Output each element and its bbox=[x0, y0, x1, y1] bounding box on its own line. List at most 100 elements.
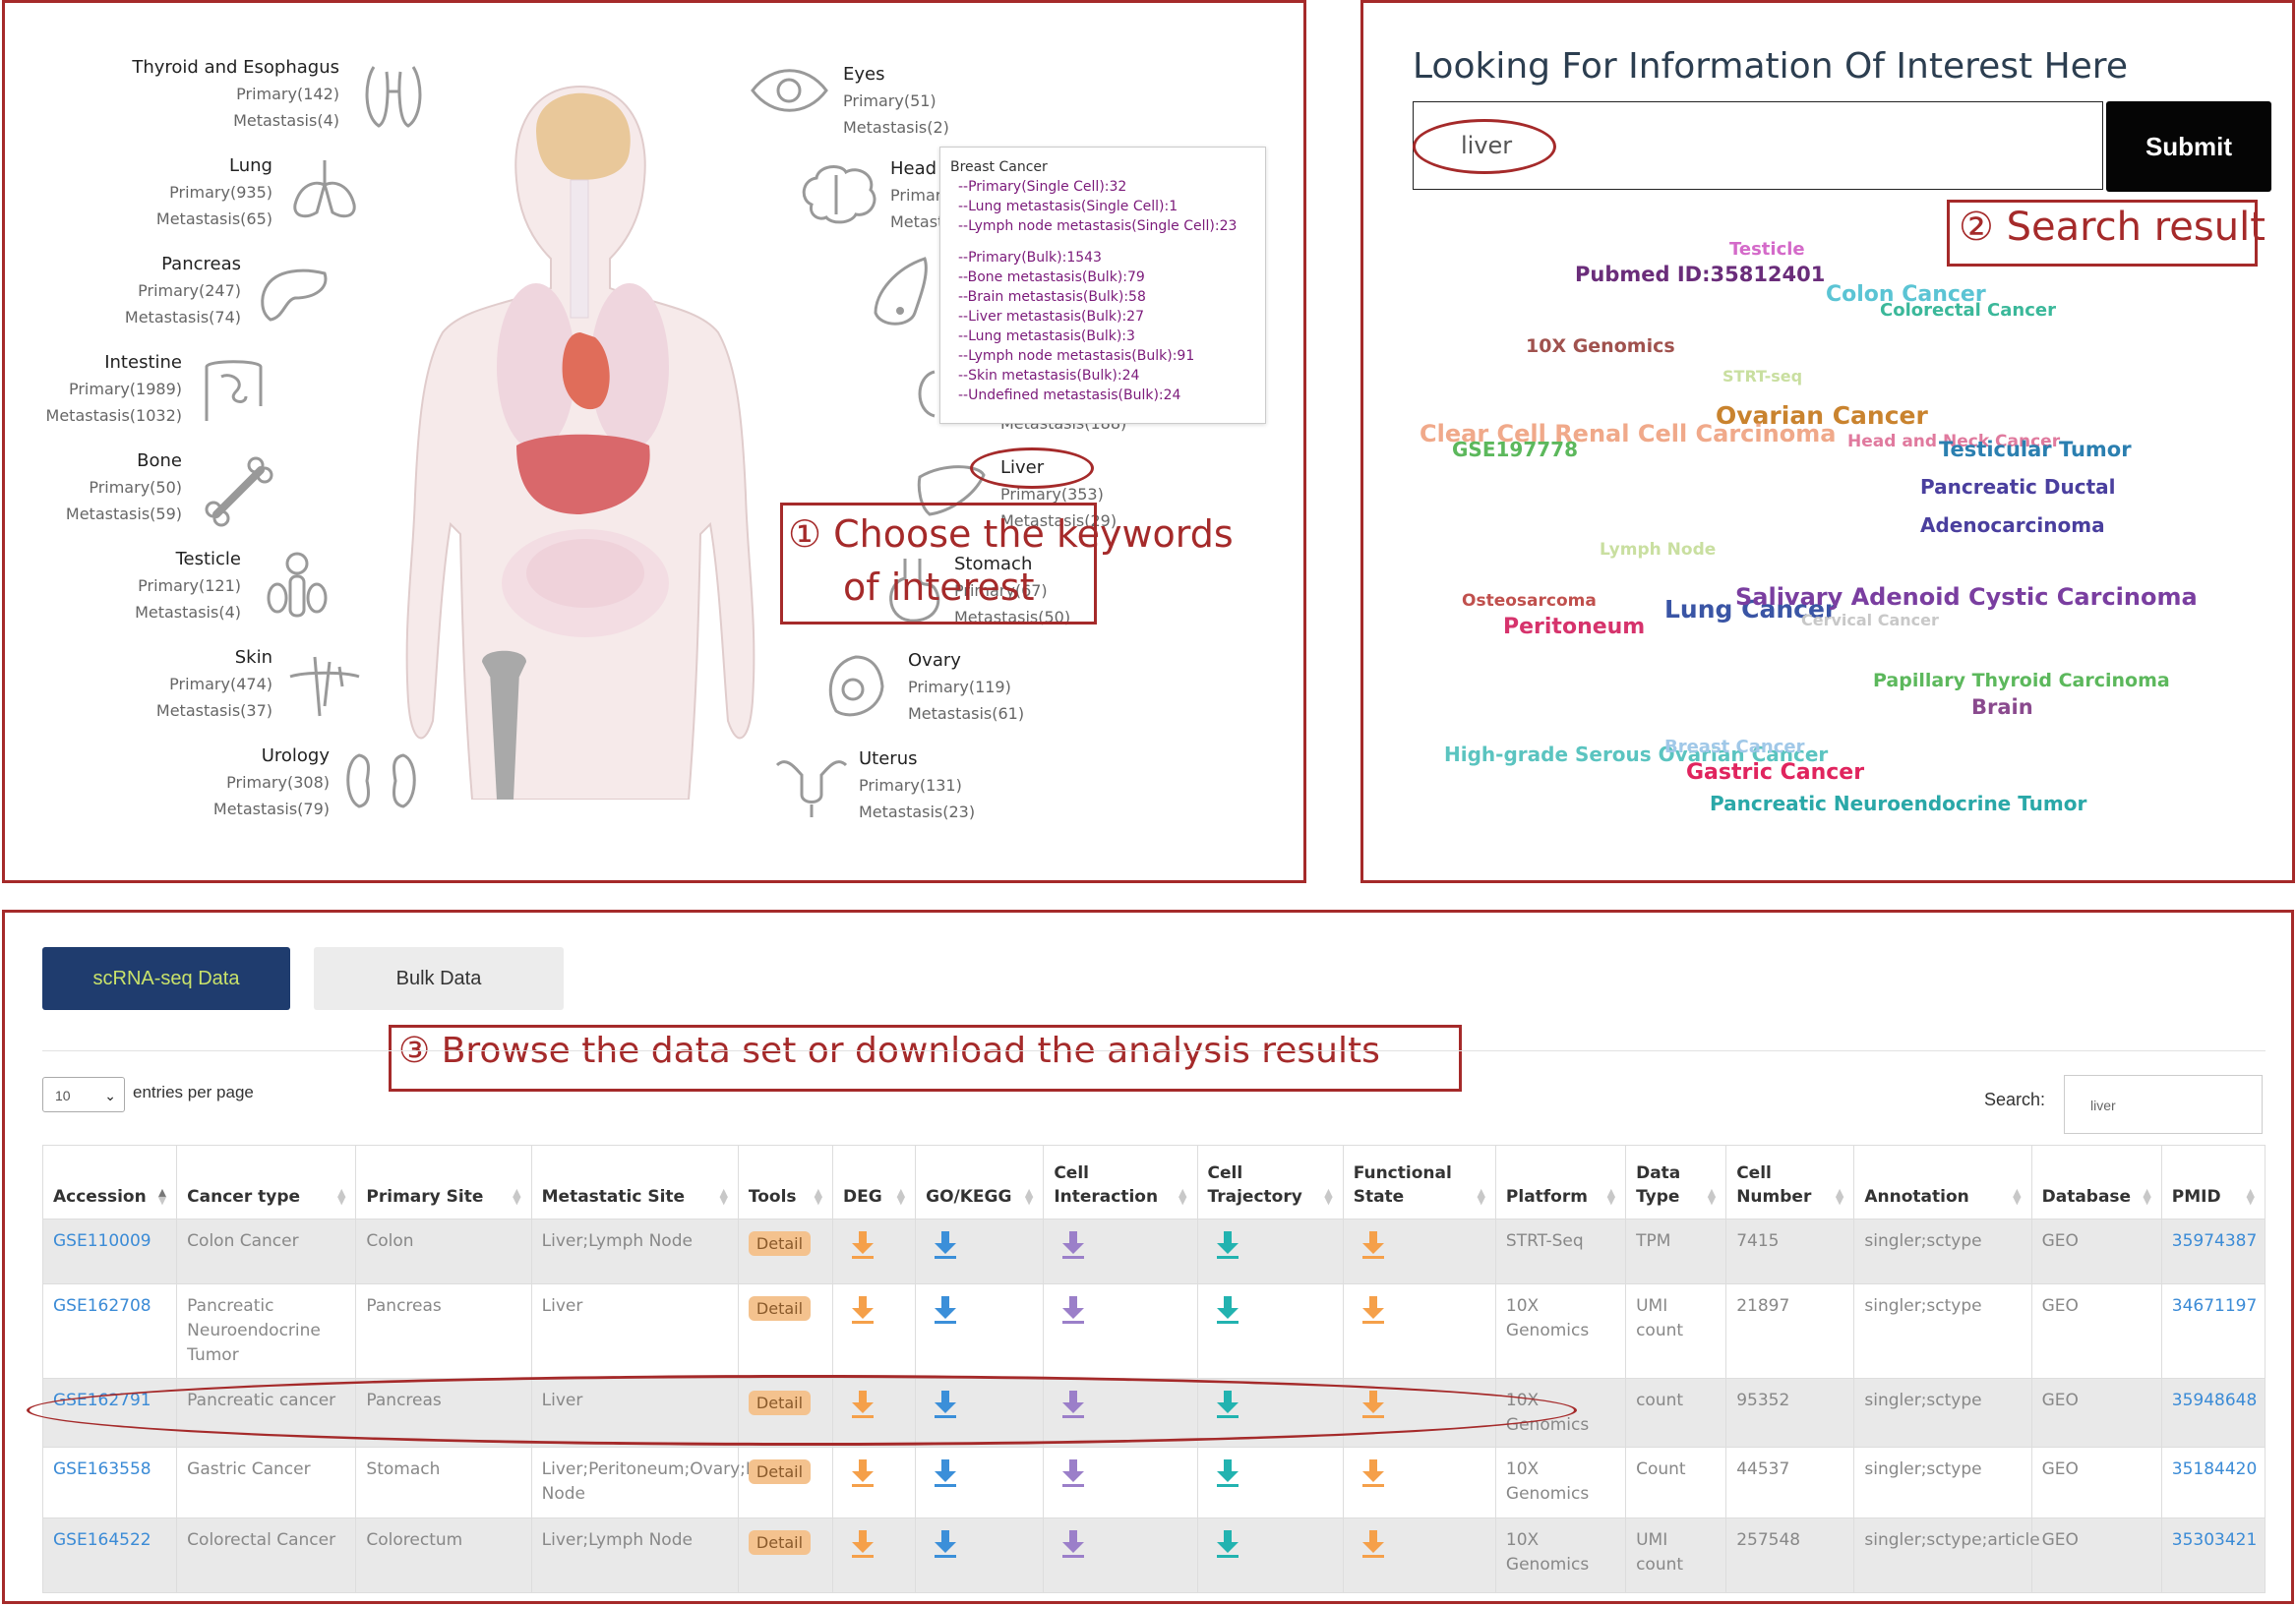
column-header-platform[interactable]: Platform ▲ ▼ bbox=[1494, 1145, 1627, 1219]
page-size-select[interactable]: 10 ⌄ bbox=[42, 1077, 125, 1112]
column-header-cell-trajectory[interactable]: Cell Trajectory ▲ ▼ bbox=[1196, 1145, 1344, 1219]
word-cloud-term[interactable]: Papillary Thyroid Carcinoma bbox=[1873, 670, 2170, 691]
accession-cell-link[interactable]: GSE162708 bbox=[53, 1296, 151, 1316]
accession-cell[interactable]: GSE162708 bbox=[41, 1283, 178, 1379]
deg-download-icon[interactable] bbox=[849, 1294, 876, 1326]
organ-testicle[interactable]: Testicle Primary(121) Metastasis(4) bbox=[44, 549, 241, 627]
pmid-cell[interactable]: 35184420 bbox=[2160, 1447, 2266, 1518]
accession-cell[interactable]: GSE110009 bbox=[41, 1219, 178, 1284]
organ-ovary[interactable]: Ovary Primary(119) Metastasis(61) bbox=[908, 650, 1046, 729]
cell-interaction-download-icon[interactable] bbox=[1059, 1294, 1087, 1326]
pmid-cell[interactable]: 35974387 bbox=[2160, 1219, 2266, 1284]
tab-scrna-seq[interactable]: scRNA-seq Data bbox=[42, 947, 290, 1010]
cell-trajectory-download-icon[interactable] bbox=[1214, 1294, 1241, 1326]
word-cloud-term[interactable]: 10X Genomics bbox=[1526, 335, 1675, 357]
word-cloud-term[interactable]: Gastric Cancer bbox=[1686, 760, 1865, 785]
word-cloud-term[interactable]: STRT-seq bbox=[1722, 367, 1803, 386]
column-header-metastatic-site[interactable]: Metastatic Site ▲ ▼ bbox=[530, 1145, 739, 1219]
organ-bone[interactable]: Bone Primary(50) Metastasis(59) bbox=[44, 450, 182, 529]
accession-cell[interactable]: GSE163558 bbox=[41, 1447, 178, 1518]
detail-button[interactable]: Detail bbox=[748, 1459, 812, 1484]
cell-interaction-download-icon[interactable] bbox=[1059, 1528, 1087, 1560]
pmid-cell-link[interactable]: 34671197 bbox=[2171, 1296, 2258, 1316]
column-header-go-kegg[interactable]: GO/KEGG ▲ ▼ bbox=[915, 1145, 1045, 1219]
column-header-cancer-type[interactable]: Cancer type ▲ ▼ bbox=[176, 1145, 357, 1219]
pmid-cell-link[interactable]: 35974387 bbox=[2171, 1231, 2258, 1251]
word-cloud-term[interactable]: Clear Cell Renal Cell Carcinoma bbox=[1420, 420, 1837, 447]
deg-download-icon[interactable] bbox=[849, 1528, 876, 1560]
tab-bulk-data[interactable]: Bulk Data bbox=[314, 947, 564, 1010]
functional-state-download-icon[interactable] bbox=[1359, 1457, 1387, 1489]
word-cloud-term[interactable]: Lung Cancer bbox=[1664, 595, 1838, 624]
go-kegg-download-icon[interactable] bbox=[932, 1294, 959, 1326]
go-kegg-download-icon[interactable] bbox=[932, 1528, 959, 1560]
organ-eyes[interactable]: Eyes Primary(51) Metastasis(2) bbox=[843, 64, 1000, 143]
word-cloud-term[interactable]: Pancreatic Ductal bbox=[1920, 475, 2116, 499]
column-header-cell-interaction[interactable]: Cell Interaction ▲ ▼ bbox=[1043, 1145, 1198, 1219]
cell-interaction-download-icon[interactable] bbox=[1059, 1457, 1087, 1489]
organ-pancreas[interactable]: Pancreas Primary(247) Metastasis(74) bbox=[44, 254, 241, 332]
organ-urology[interactable]: Urology Primary(308) Metastasis(79) bbox=[44, 745, 330, 824]
word-cloud-term[interactable]: Colon Cancer bbox=[1826, 282, 1986, 307]
column-header-data-type[interactable]: Data Type ▲ ▼ bbox=[1625, 1145, 1727, 1219]
detail-button[interactable]: Detail bbox=[748, 1231, 812, 1256]
word-cloud-term[interactable]: Cervical Cancer bbox=[1801, 611, 1939, 629]
table-search-input[interactable]: liver bbox=[2064, 1075, 2263, 1134]
column-header-pmid[interactable]: PMID ▲ ▼ bbox=[2160, 1145, 2266, 1219]
go-kegg-download-icon[interactable] bbox=[932, 1457, 959, 1489]
word-cloud-term[interactable]: Head and Neck Cancer bbox=[1847, 432, 2061, 451]
deg-download-icon[interactable] bbox=[849, 1457, 876, 1489]
accession-cell-link[interactable]: GSE110009 bbox=[53, 1231, 151, 1251]
functional-state-download-icon[interactable] bbox=[1359, 1528, 1387, 1560]
cell-trajectory-download-icon[interactable] bbox=[1214, 1457, 1241, 1489]
word-cloud-term[interactable]: High-grade Serous Ovarian Cancer bbox=[1444, 743, 1829, 766]
organ-uterus[interactable]: Uterus Primary(131) Metastasis(23) bbox=[859, 748, 997, 827]
detail-button[interactable]: Detail bbox=[748, 1530, 812, 1555]
organ-skin[interactable]: Skin Primary(474) Metastasis(37) bbox=[44, 647, 272, 726]
pmid-cell[interactable]: 35303421 bbox=[2160, 1517, 2266, 1593]
pmid-cell[interactable]: 35948648 bbox=[2160, 1378, 2266, 1448]
word-cloud-term[interactable]: Peritoneum bbox=[1503, 615, 1646, 639]
column-header-annotation[interactable]: Annotation ▲ ▼ bbox=[1853, 1145, 2032, 1219]
cell-trajectory-download-icon[interactable] bbox=[1214, 1229, 1241, 1261]
word-cloud-term[interactable]: Adenocarcinoma bbox=[1920, 513, 2105, 537]
accession-cell-link[interactable]: GSE164522 bbox=[53, 1530, 151, 1550]
pmid-cell[interactable]: 34671197 bbox=[2160, 1283, 2266, 1379]
deg-download-icon[interactable] bbox=[849, 1229, 876, 1261]
organ-intestine[interactable]: Intestine Primary(1989) Metastasis(1032) bbox=[44, 352, 182, 431]
word-cloud-term[interactable]: Brain bbox=[1971, 695, 2033, 719]
column-header-deg[interactable]: DEG ▲ ▼ bbox=[832, 1145, 917, 1219]
organ-lung[interactable]: Lung Primary(935) Metastasis(65) bbox=[44, 155, 272, 234]
column-header-primary-site[interactable]: Primary Site ▲ ▼ bbox=[355, 1145, 532, 1219]
column-header-cell-number[interactable]: Cell Number ▲ ▼ bbox=[1725, 1145, 1855, 1219]
detail-button[interactable]: Detail bbox=[748, 1296, 812, 1321]
column-header-functional-state[interactable]: Functional State ▲ ▼ bbox=[1342, 1145, 1496, 1219]
cell-trajectory-download-icon[interactable] bbox=[1214, 1528, 1241, 1560]
word-cloud-term[interactable]: Testicular Tumor bbox=[1939, 438, 2132, 461]
organ-thyroid-esophagus[interactable]: Thyroid and Esophagus Primary(142) Metas… bbox=[44, 57, 339, 136]
word-cloud-term[interactable]: Ovarian Cancer bbox=[1716, 401, 1928, 430]
organ-head[interactable]: Head Primar Metast bbox=[890, 158, 949, 237]
word-cloud-term[interactable]: Testicle bbox=[1729, 239, 1805, 260]
accession-cell[interactable]: GSE164522 bbox=[41, 1517, 178, 1593]
functional-state-download-icon[interactable] bbox=[1359, 1294, 1387, 1326]
pmid-cell-link[interactable]: 35948648 bbox=[2171, 1391, 2258, 1410]
word-cloud-term[interactable]: Colorectal Cancer bbox=[1880, 300, 2056, 321]
pmid-cell-link[interactable]: 35303421 bbox=[2171, 1530, 2258, 1550]
word-cloud-term[interactable]: Pancreatic Neuroendocrine Tumor bbox=[1710, 792, 2087, 815]
word-cloud-term[interactable]: Salivary Adenoid Cystic Carcinoma bbox=[1735, 583, 2198, 611]
accession-cell-link[interactable]: GSE163558 bbox=[53, 1459, 151, 1479]
submit-button[interactable]: Submit bbox=[2106, 101, 2271, 192]
word-cloud-term[interactable]: Lymph Node bbox=[1600, 540, 1717, 560]
word-cloud-term[interactable]: GSE197778 bbox=[1452, 438, 1578, 461]
functional-state-download-icon[interactable] bbox=[1359, 1229, 1387, 1261]
word-cloud-term[interactable]: Pubmed ID:35812401 bbox=[1575, 263, 1826, 286]
cell-interaction-download-icon[interactable] bbox=[1059, 1229, 1087, 1261]
column-header-tools[interactable]: Tools ▲ ▼ bbox=[737, 1145, 834, 1219]
column-header-accession[interactable]: Accession ▲ ▼ bbox=[41, 1145, 178, 1219]
word-cloud-term[interactable]: Osteosarcoma bbox=[1462, 591, 1597, 611]
pmid-cell-link[interactable]: 35184420 bbox=[2171, 1459, 2258, 1479]
word-cloud-term[interactable]: Breast Cancer bbox=[1664, 737, 1805, 757]
go-kegg-download-icon[interactable] bbox=[932, 1229, 959, 1261]
column-header-database[interactable]: Database ▲ ▼ bbox=[2030, 1145, 2162, 1219]
